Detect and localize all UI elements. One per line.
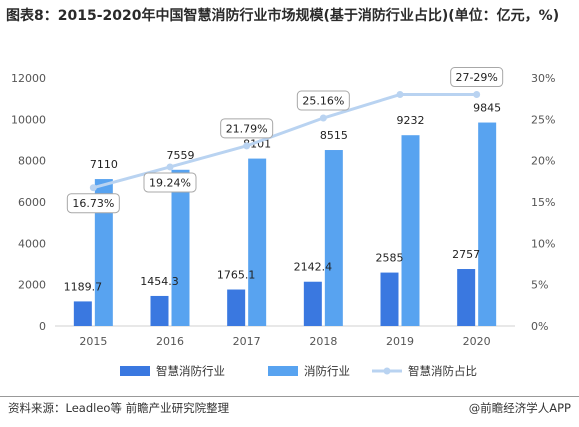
bar-fire-industry	[478, 122, 497, 326]
chart-area: 0 2000 4000 6000 8000 10000 12000 0% 5% 10% 15% 20…	[11, 67, 555, 378]
x-tick-label: 2015	[79, 335, 107, 348]
share-line-group: 16.73% 19.24% 21.79% 25.16% 27-29%	[66, 67, 504, 214]
legend-swatch	[120, 366, 150, 376]
share-label-box	[220, 118, 274, 139]
share-label-box	[66, 193, 120, 214]
y-right-tick-label: 30%	[531, 72, 555, 85]
y-axis-left: 0 2000 4000 6000 8000 10000 12000	[11, 72, 46, 333]
y-right-tick-label: 0%	[531, 320, 548, 333]
share-point	[166, 163, 174, 171]
y-right-tick-label: 5%	[531, 279, 548, 292]
source-note: 资料来源：Leadleo等 前瞻产业研究院整理	[8, 401, 230, 415]
share-point	[89, 184, 97, 192]
x-axis: 2015 2016 2017 2018 2019 2020	[55, 325, 515, 348]
legend-swatch-point	[383, 367, 391, 375]
bar-group	[73, 122, 497, 326]
bar-label-smart-fire: 2142.4	[294, 261, 333, 274]
bar-smart-fire	[150, 295, 169, 326]
legend-label: 智慧消防占比	[408, 364, 477, 378]
bar-fire-industry	[401, 135, 420, 326]
bar-label-group: 1189.7 1454.3 1765.1 2142.4 2585 2757 7110 7559…	[64, 102, 502, 294]
bar-fire-industry	[171, 169, 190, 326]
brand-credit: @前瞻经济学人APP	[468, 401, 571, 415]
bar-label-fire-industry: 9232	[397, 114, 425, 127]
y-left-tick-label: 12000	[11, 72, 46, 85]
share-label: 25.16%	[302, 95, 344, 108]
bar-label-smart-fire: 2757	[452, 248, 480, 261]
y-left-tick-label: 8000	[18, 155, 46, 168]
bar-smart-fire	[73, 301, 92, 326]
y-axis-right: 0% 5% 10% 15% 20% 25% 30%	[531, 72, 555, 333]
share-point	[396, 91, 404, 99]
share-label-box	[143, 172, 197, 193]
y-right-tick-label: 10%	[531, 237, 555, 250]
chart-title: 图表8：2015-2020年中国智慧消防行业市场规模(基于消防行业占比)(单位：…	[6, 8, 560, 24]
bar-label-smart-fire: 1454.3	[140, 275, 179, 288]
y-left-tick-label: 10000	[11, 113, 46, 126]
y-right-tick-label: 15%	[531, 196, 555, 209]
x-tick-label: 2020	[463, 335, 491, 348]
legend-label: 智慧消防行业	[156, 364, 225, 378]
y-left-tick-label: 2000	[18, 279, 46, 292]
y-left-tick-label: 4000	[18, 237, 46, 250]
bar-fire-industry	[324, 150, 343, 326]
y-left-tick-label: 6000	[18, 196, 46, 209]
share-label: 16.73%	[72, 197, 114, 210]
bar-label-fire-industry: 8515	[320, 129, 348, 142]
bar-smart-fire	[380, 272, 399, 326]
x-tick-label: 2018	[309, 335, 337, 348]
share-line	[92, 93, 477, 190]
x-tick-label: 2019	[386, 335, 414, 348]
bar-label-fire-industry: 7110	[90, 158, 118, 171]
bar-fire-industry	[94, 179, 113, 326]
legend-swatch	[268, 366, 298, 376]
footer-divider	[0, 396, 579, 397]
share-label-box	[296, 90, 350, 111]
share-point	[473, 91, 481, 99]
share-label: 21.79%	[226, 122, 268, 135]
share-label: 27-29%	[455, 71, 497, 84]
bar-label-fire-industry: 9845	[473, 102, 501, 115]
share-label: 19.24%	[149, 176, 191, 189]
bar-fire-industry	[248, 158, 267, 326]
bar-label-smart-fire: 1765.1	[217, 269, 256, 282]
share-point	[319, 114, 327, 122]
y-left-tick-label: 0	[39, 320, 46, 333]
legend: 智慧消防行业 消防行业 智慧消防占比	[120, 364, 477, 378]
bar-smart-fire	[227, 289, 246, 326]
y-right-tick-label: 25%	[531, 113, 555, 126]
share-point	[243, 142, 251, 150]
x-tick-label: 2016	[156, 335, 184, 348]
legend-label: 消防行业	[304, 364, 350, 378]
share-label-box	[450, 67, 504, 88]
bar-smart-fire	[457, 269, 476, 326]
footer: 资料来源：Leadleo等 前瞻产业研究院整理 @前瞻经济学人APP	[0, 396, 579, 427]
bar-label-smart-fire: 2585	[376, 252, 404, 265]
bar-smart-fire	[303, 281, 322, 326]
y-right-tick-label: 20%	[531, 155, 555, 168]
bar-label-fire-industry: 7559	[167, 149, 195, 162]
bar-label-smart-fire: 1189.7	[64, 280, 103, 293]
x-tick-label: 2017	[233, 335, 261, 348]
